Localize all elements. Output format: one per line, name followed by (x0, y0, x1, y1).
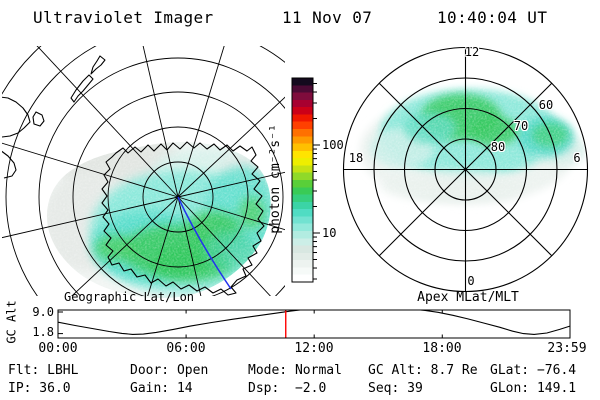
left-map-caption: Geographic Lat/Lon (63, 290, 195, 304)
status-field: Seq: 39 (368, 381, 423, 396)
status-field: Door: Open (130, 363, 209, 378)
mlat-ring-60: 60 (538, 98, 554, 112)
mlt-label-0: 0 (467, 274, 475, 288)
status-field: Dsp: −2.0 (248, 381, 327, 396)
colorbar-tick-100: 100 (322, 138, 344, 152)
time-tick-0000: 00:00 (38, 341, 78, 356)
antarctica-coastline (101, 141, 265, 296)
gc-alt-tick-18: 1.8 (32, 325, 54, 339)
title-time: 10:40:04 UT (437, 8, 548, 27)
time-tick-1200: 12:00 (294, 341, 334, 356)
title-date: 11 Nov 07 (282, 8, 373, 27)
status-field: IP: 36.0 (8, 381, 71, 396)
right-plot-caption: Apex MLat/MLT (417, 290, 519, 305)
colorbar-tick-10: 10 (322, 226, 337, 240)
gc-alt-tick-9: 9.0 (32, 305, 54, 319)
gc-alt-axis-label: GC Alt (4, 300, 19, 344)
colorbar-axis-label: photon cm⁻²s⁻¹ (267, 124, 283, 234)
mlt-label-12: 12 (464, 45, 480, 59)
time-tick-0600: 06:00 (166, 341, 206, 356)
time-tick-2359: 23:59 (547, 341, 587, 356)
apex-plot-panel (342, 46, 589, 293)
mlat-ring-70: 70 (513, 119, 529, 133)
status-field: GLat: −76.4 (490, 363, 577, 378)
status-field: GC Alt: 8.7 Re (368, 363, 478, 378)
status-field: Gain: 14 (130, 381, 193, 396)
colorbar (291, 77, 320, 283)
status-field: GLon: 149.1 (490, 381, 577, 396)
mlt-label-18: 18 (348, 151, 364, 165)
status-field: Mode: Normal (248, 363, 342, 378)
australia-coastline (2, 96, 45, 179)
mlat-ring-80: 80 (490, 140, 506, 154)
time-tick-1800: 18:00 (422, 341, 462, 356)
new-zealand-coastline (70, 55, 106, 103)
mlt-label-6: 6 (573, 151, 581, 165)
page-title: Ultraviolet Imager (33, 8, 214, 27)
magnetic-meridian-line (177, 196, 232, 290)
gc-alt-strip-chart (57, 309, 571, 339)
geographic-map-panel (2, 46, 285, 299)
status-field: Flt: LBHL (8, 363, 79, 378)
orbit-altitude-curve (58, 310, 570, 335)
